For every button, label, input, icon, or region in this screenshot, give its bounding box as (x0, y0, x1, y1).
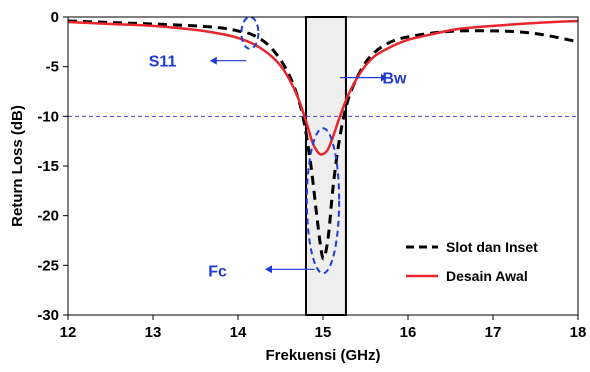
x-axis: 12 13 14 15 16 17 18 (60, 315, 587, 341)
legend-label-slot-dan-inset: Slot dan Inset (446, 239, 538, 255)
y-axis-title: Return Loss (dB) (9, 105, 26, 227)
x-tick-label: 15 (315, 324, 332, 341)
annotation-group: S11 Bw Fc (149, 16, 408, 280)
legend-label-desain-awal: Desain Awal (446, 268, 528, 284)
x-tick-label: 13 (145, 324, 162, 341)
annotation-ellipse-s11 (240, 16, 260, 50)
x-tick-label: 17 (485, 324, 502, 341)
y-tick-label: -15 (37, 158, 59, 175)
x-tick-label: 14 (230, 324, 247, 341)
x-axis-title: Frekuensi (GHz) (265, 347, 380, 364)
annotation-label-fc: Fc (208, 263, 227, 280)
x-tick-label: 18 (570, 324, 587, 341)
y-tick-label: -5 (46, 59, 59, 76)
annotation-ellipse-fc (305, 127, 341, 275)
series-group (67, 19, 579, 261)
y-tick-label: -30 (37, 307, 59, 324)
y-tick-label: 0 (51, 9, 59, 26)
series-line-slot-dan-inset (67, 19, 579, 261)
x-tick-label: 16 (400, 324, 417, 341)
y-tick-label: -10 (37, 108, 59, 125)
annotation-label-bw: Bw (383, 71, 408, 88)
annotation-label-s11: S11 (149, 54, 177, 71)
legend: Slot dan Inset Desain Awal (406, 239, 538, 284)
y-tick-label: -20 (37, 208, 59, 225)
y-axis: 0 -5 -10 -15 -20 -25 -30 (37, 9, 68, 324)
series-line-desain-awal (67, 19, 579, 156)
bandwidth-band (305, 16, 347, 316)
x-tick-label: 12 (60, 324, 77, 341)
y-tick-label: -25 (37, 257, 59, 274)
